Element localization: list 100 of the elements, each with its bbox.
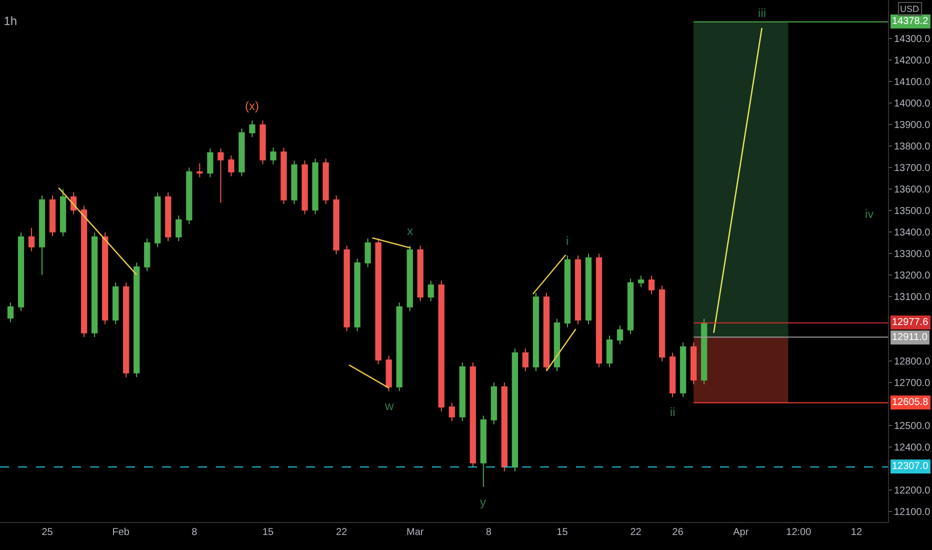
candlestick: [470, 362, 476, 468]
y-tick-label: 12800.0: [894, 356, 931, 368]
y-tick-label: 13400.0: [894, 228, 931, 239]
x-tick-label: 22: [630, 527, 642, 538]
candlestick: [322, 158, 329, 205]
candlestick: [112, 282, 119, 325]
x-tick-label: 12:00: [786, 527, 812, 538]
candlestick: [701, 318, 708, 385]
candlestick: [144, 238, 150, 272]
x-tick-label: 26: [672, 527, 684, 538]
ref-line-label: 12605.8: [892, 397, 929, 408]
candlestick: [260, 120, 266, 165]
candlestick: [596, 253, 602, 368]
candlestick: [218, 148, 224, 204]
candlestick: [680, 342, 686, 398]
annotation: ii: [670, 405, 676, 419]
candlestick: [428, 280, 434, 302]
candlestick: [669, 352, 676, 398]
y-tick-label: 13300.0: [894, 249, 931, 260]
candlestick: [28, 227, 35, 252]
candlestick: [564, 255, 571, 328]
candlestick: [532, 292, 540, 372]
x-tick-label: 15: [556, 527, 568, 538]
candlestick: [81, 205, 88, 338]
candlestick: [396, 302, 402, 392]
ref-line-label: 12977.6: [892, 317, 929, 328]
x-tick-label: 12: [850, 527, 862, 538]
candlestick: [386, 355, 392, 392]
candlestick: [49, 195, 56, 237]
candlestick: [554, 318, 560, 372]
candlestick: [438, 280, 444, 412]
text: USD: [900, 4, 920, 14]
candlestick: [38, 195, 46, 276]
x-tick-label: Feb: [112, 527, 130, 538]
candlestick: [270, 147, 276, 165]
candlestick: [123, 282, 130, 378]
candlestick: [606, 335, 613, 368]
candlestick: [648, 275, 655, 295]
candlestick: [448, 402, 455, 422]
y-tick-label: 13500.0: [894, 206, 931, 218]
candlestick: [364, 238, 371, 268]
annotation: iv: [865, 207, 874, 221]
annotation: x: [407, 224, 413, 238]
candlestick: [406, 245, 413, 312]
x-tick-label: Mar: [406, 527, 424, 538]
candlestick: [417, 245, 424, 302]
y-tick-label: 14300.0: [894, 34, 931, 46]
candlestick: [638, 275, 644, 288]
candlestick: [102, 232, 108, 325]
candlestick: [228, 155, 234, 177]
candlestick: [501, 382, 508, 472]
candlestick: [60, 188, 66, 237]
ref-line-label: 12307.0: [892, 461, 929, 472]
candlestick: [176, 215, 182, 242]
candlestick: [574, 255, 582, 325]
candlestick: [196, 162, 203, 178]
x-tick-label: 25: [42, 527, 54, 538]
y-tick-label: 13200.0: [894, 270, 931, 282]
annotation: i: [566, 234, 569, 248]
y-tick-label: 14200.0: [894, 56, 931, 67]
annotation: (x): [245, 99, 259, 113]
y-tick-label: 14000.0: [894, 98, 931, 110]
candlestick: [134, 262, 140, 378]
candlestick: [333, 195, 340, 255]
y-tick-label: 14100.0: [894, 77, 931, 88]
candlestick: [7, 302, 14, 323]
annotation: w: [384, 399, 394, 413]
candlestick: [490, 382, 497, 425]
candlestick: [522, 348, 529, 372]
candlestick: [238, 128, 245, 177]
candlestick: [186, 167, 192, 225]
candlestick: [207, 148, 214, 178]
candlestick: [658, 285, 666, 362]
x-tick-label: 15: [262, 527, 274, 538]
x-tick-label: 8: [486, 527, 492, 538]
y-tick-label: 13900.0: [894, 120, 931, 132]
candlestick: [375, 238, 382, 365]
ref-line-label: 14378.2: [892, 16, 929, 27]
candlestick: [512, 348, 518, 472]
annotation: iii: [758, 6, 766, 20]
ref-line-label: 12911.0: [892, 332, 928, 343]
candlestick: [480, 415, 486, 488]
candlestick: [291, 160, 298, 205]
candlestick: [249, 120, 256, 138]
candlestick: [344, 245, 350, 332]
y-tick-label: 13800.0: [894, 142, 931, 153]
candlestick: [459, 362, 466, 422]
candlestick: [585, 253, 592, 325]
candlestick: [18, 232, 24, 312]
y-tick-label: 12400.0: [894, 442, 931, 454]
y-tick-label: 13100.0: [894, 292, 931, 304]
candlestick: [627, 278, 634, 335]
y-tick-label: 13700.0: [894, 163, 931, 174]
y-tick-label: 13600.0: [894, 184, 931, 196]
candlestick: [302, 160, 308, 215]
candlestick: [280, 147, 287, 205]
candlestick: [92, 232, 98, 338]
candlestick: [165, 192, 172, 242]
candlestick: [690, 342, 697, 385]
text: 1h: [4, 14, 18, 28]
